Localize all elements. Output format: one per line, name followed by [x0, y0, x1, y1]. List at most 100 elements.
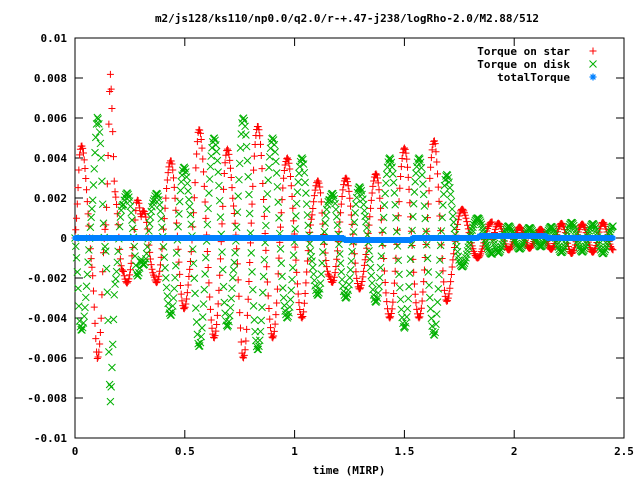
- star-torque-point: [190, 209, 198, 217]
- disk-torque-point: [497, 243, 506, 252]
- star-torque-point: [228, 184, 236, 192]
- disk-torque-point: [435, 256, 444, 264]
- star-torque-point: [255, 126, 263, 134]
- star-torque-point: [237, 338, 245, 346]
- disk-torque-point: [88, 196, 97, 205]
- star-torque-point: [337, 209, 345, 217]
- star-torque-point: [387, 310, 395, 318]
- disk-torque-point: [291, 224, 299, 233]
- star-torque-point: [464, 221, 472, 229]
- disk-torque-point: [609, 222, 617, 231]
- disk-torque-point: [87, 213, 96, 222]
- disk-torque-point: [264, 176, 273, 184]
- y-axis-ticks: -0.01 -0.008 -0.006 -0.004 -0.002 0 0.002 0.004…: [27, 32, 624, 445]
- disk-torque-point: [158, 223, 166, 232]
- disk-torque-point: [175, 197, 184, 206]
- disk-torque-point: [171, 273, 179, 282]
- disk-torque-point: [358, 190, 366, 199]
- disk-torque-point: [439, 190, 448, 198]
- star-torque-point: [163, 176, 171, 184]
- star-torque-point: [284, 156, 292, 164]
- disk-torque-point: [300, 168, 309, 177]
- star-torque-point: [142, 213, 150, 221]
- y-tick-label: -0.002: [27, 272, 67, 285]
- disk-torque-point: [135, 268, 143, 277]
- disk-torque-point: [279, 293, 288, 302]
- star-torque-point: [184, 281, 192, 289]
- star-torque-point: [82, 175, 90, 183]
- disk-torque-point: [234, 192, 243, 200]
- disk-torque-point: [278, 272, 286, 281]
- disk-torque-point: [161, 274, 170, 282]
- disk-torque-point: [409, 212, 417, 221]
- star-torque-point: [387, 313, 395, 321]
- star-torque-point: [319, 220, 327, 228]
- star-torque-point: [93, 354, 101, 362]
- disk-torque-point: [244, 172, 253, 181]
- disk-torque-point: [592, 226, 600, 235]
- star-torque-point: [289, 204, 297, 212]
- disk-torque-point: [210, 134, 219, 142]
- disk-torque-point: [228, 284, 236, 293]
- disk-torque-point: [198, 313, 207, 321]
- disk-torque-point: [174, 222, 182, 231]
- star-torque-point: [470, 250, 478, 258]
- disk-torque-point: [479, 226, 487, 234]
- disk-torque-point: [382, 170, 391, 179]
- star-torque-point: [386, 314, 394, 322]
- disk-torque-point: [468, 226, 477, 234]
- star-torque-point: [357, 281, 365, 289]
- star-torque-point: [120, 272, 128, 280]
- disk-torque-point: [198, 324, 206, 332]
- disk-torque-point: [274, 198, 283, 206]
- disk-torque-point: [496, 247, 504, 256]
- star-torque-point: [234, 276, 242, 284]
- disk-torque-point: [184, 187, 192, 195]
- star-torque-point: [75, 166, 83, 174]
- disk-torque-point: [318, 259, 326, 267]
- disk-torque-point: [126, 202, 135, 211]
- disk-torque-point: [248, 285, 257, 294]
- disk-torque-point: [392, 213, 400, 222]
- disk-torque-point: [294, 178, 303, 186]
- disk-torque-point: [257, 316, 266, 325]
- star-torque-point: [230, 202, 238, 210]
- star-torque-point: [590, 248, 598, 256]
- star-torque-point: [105, 120, 113, 128]
- disk-torque-point: [216, 213, 225, 221]
- star-torque-point: [428, 146, 436, 154]
- star-torque-point: [287, 182, 295, 190]
- disk-torque-point: [426, 304, 435, 313]
- disk-torque-point: [81, 303, 89, 312]
- star-torque-point: [208, 324, 216, 332]
- legend-label: Torque on star: [477, 45, 570, 58]
- disk-torque-point: [191, 304, 200, 312]
- disk-torque-point: [342, 293, 351, 301]
- star-torque-point: [403, 155, 411, 163]
- disk-torque-point: [114, 247, 122, 256]
- star-torque-point: [107, 85, 115, 93]
- disk-torque-point: [250, 316, 259, 324]
- star-torque-point: [222, 151, 230, 159]
- star-torque-point: [271, 320, 279, 328]
- disk-torque-point: [219, 282, 228, 291]
- star-torque-point: [91, 319, 99, 327]
- disk-torque-point: [362, 223, 371, 232]
- star-torque-point: [101, 225, 109, 233]
- disk-torque-point: [367, 271, 376, 280]
- disk-torque-point: [476, 216, 484, 225]
- star-torque-point: [200, 168, 208, 176]
- star-torque-point: [226, 164, 234, 172]
- star-torque-point: [440, 278, 448, 286]
- star-torque-point: [506, 245, 514, 253]
- disk-torque-point: [105, 380, 114, 389]
- disk-torque-point: [580, 244, 589, 253]
- disk-torque-point: [419, 190, 428, 199]
- star-torque-point: [337, 200, 345, 208]
- star-torque-point: [197, 135, 205, 143]
- disk-torque-point: [145, 227, 153, 235]
- star-torque-point: [236, 309, 244, 317]
- disk-torque-point: [433, 298, 442, 306]
- disk-torque-point: [420, 202, 429, 210]
- star-torque-point: [375, 186, 383, 194]
